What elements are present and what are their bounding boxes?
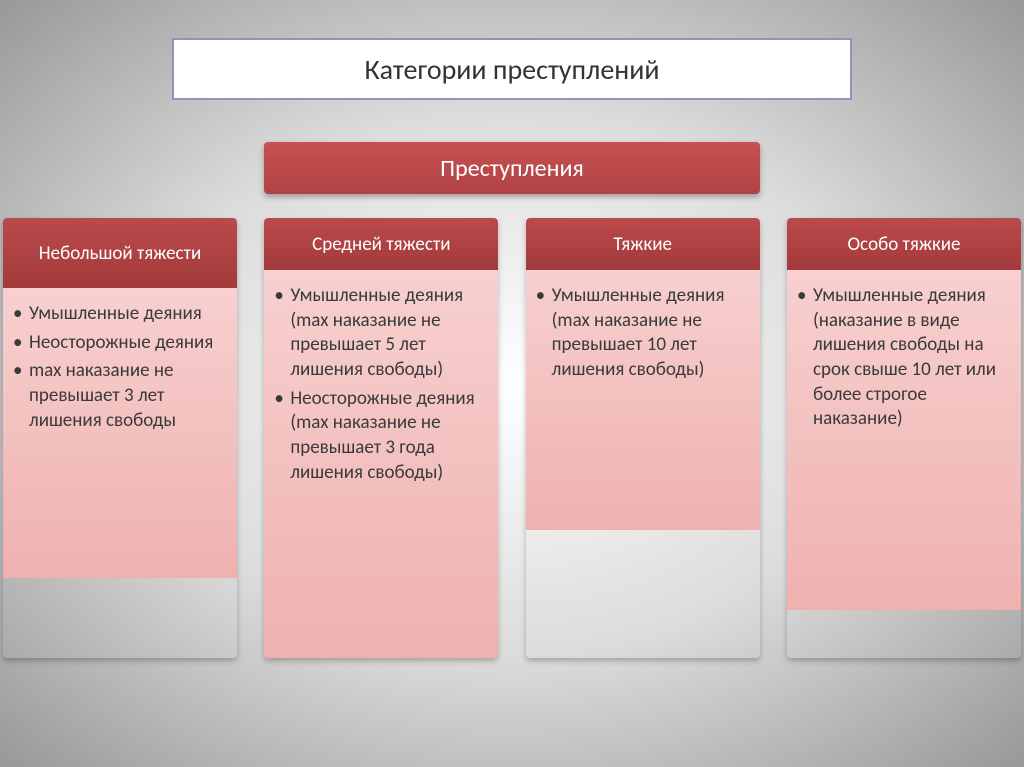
column-body: Умышленные деяния Неосторожные деяния ma… xyxy=(3,288,237,578)
list-item: Умышленные деяния xyxy=(13,302,227,327)
column-minor: Небольшой тяжести Умышленные деяния Неос… xyxy=(3,218,237,658)
list-item: Умышленные деяния (max наказание не прев… xyxy=(274,284,488,383)
subtitle: Преступления xyxy=(264,142,760,194)
column-especially-serious: Особо тяжкие Умышленные деяния (наказани… xyxy=(787,218,1021,658)
column-medium: Средней тяжести Умышленные деяния (max н… xyxy=(264,218,498,658)
columns-container: Небольшой тяжести Умышленные деяния Неос… xyxy=(0,218,1024,658)
list-item: Неосторожные деяния xyxy=(13,331,227,356)
column-header: Небольшой тяжести xyxy=(3,218,237,288)
column-header: Особо тяжкие xyxy=(787,218,1021,270)
list-item: Неосторожные деяния (max наказание не пр… xyxy=(274,387,488,486)
column-body: Умышленные деяния (max наказание не прев… xyxy=(526,270,760,530)
column-body: Умышленные деяния (наказание в виде лише… xyxy=(787,270,1021,610)
list-item: max наказание не превышает 3 лет лишения… xyxy=(13,359,227,433)
list-item: Умышленные деяния (max наказание не прев… xyxy=(536,284,750,383)
page-title: Категории преступлений xyxy=(172,38,852,100)
list-item: Умышленные деяния (наказание в виде лише… xyxy=(797,284,1011,432)
column-body: Умышленные деяния (max наказание не прев… xyxy=(264,270,498,658)
column-header: Средней тяжести xyxy=(264,218,498,270)
column-serious: Тяжкие Умышленные деяния (max наказание … xyxy=(526,218,760,658)
column-header: Тяжкие xyxy=(526,218,760,270)
